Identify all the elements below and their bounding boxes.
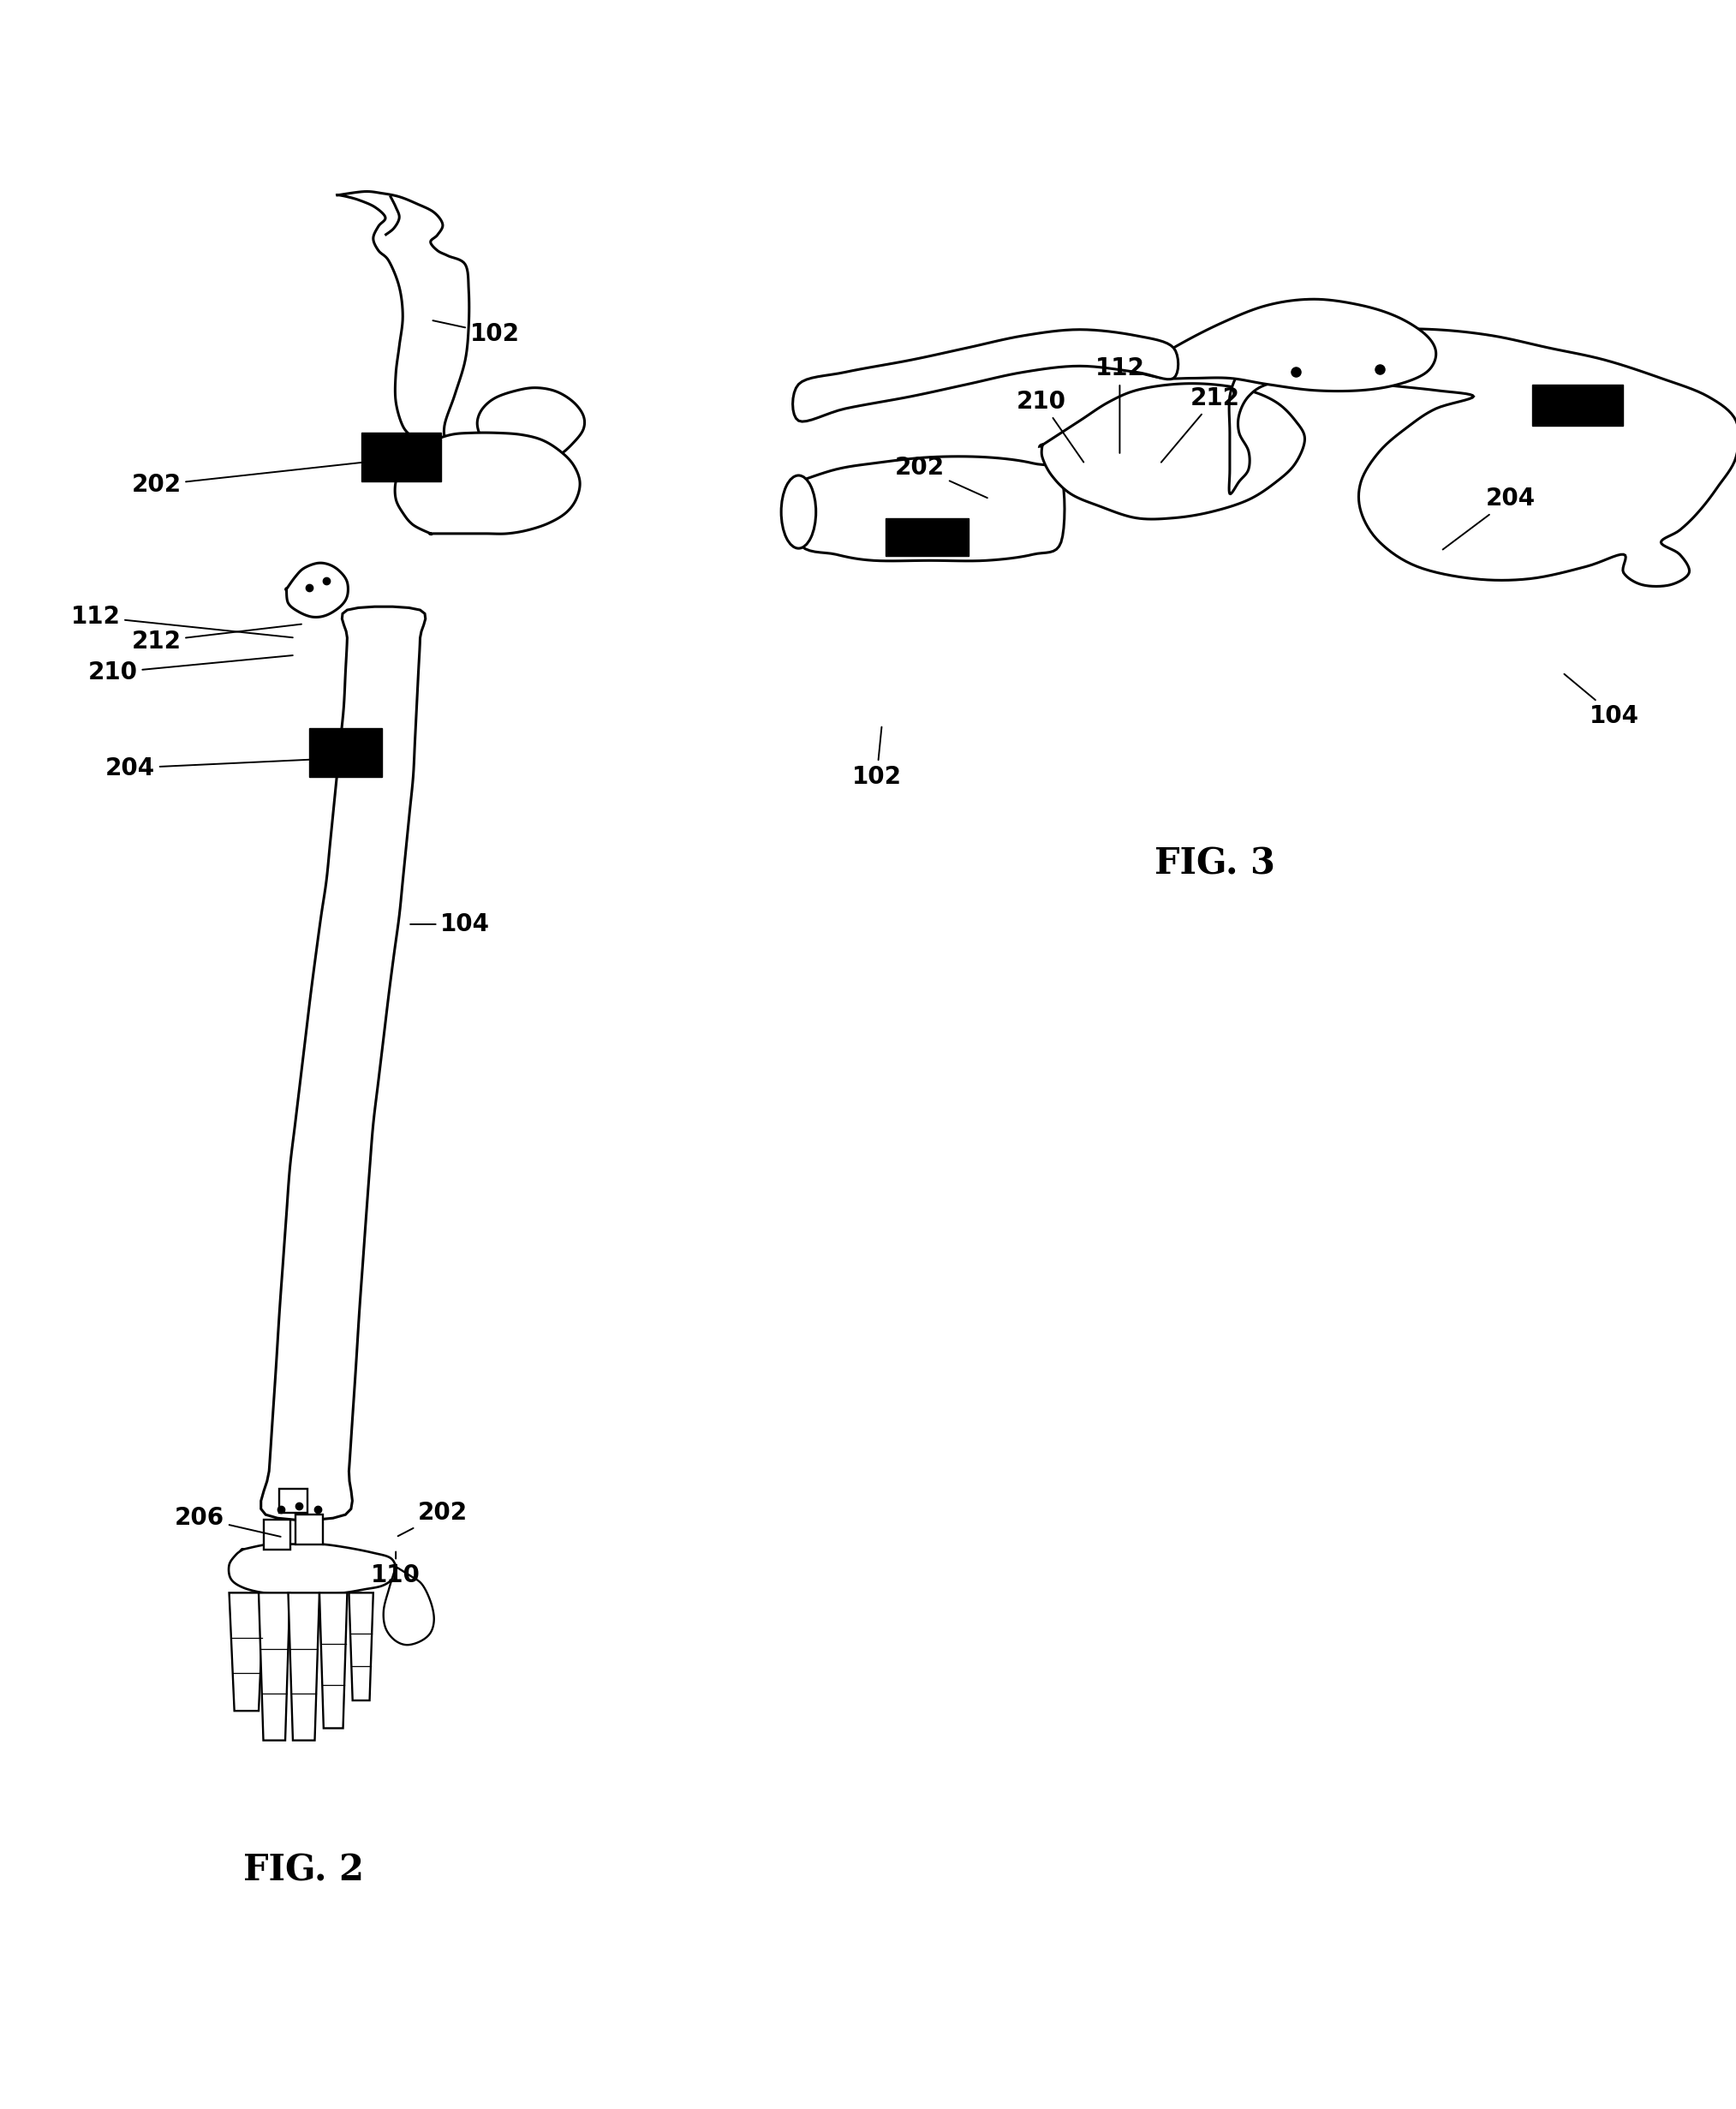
Text: 206: 206	[175, 1506, 281, 1537]
Text: FIG. 2: FIG. 2	[243, 1852, 365, 1888]
Polygon shape	[396, 432, 580, 534]
Text: 204: 204	[106, 755, 314, 780]
Bar	[1533, 384, 1623, 426]
Polygon shape	[229, 1544, 396, 1594]
Text: 202: 202	[398, 1502, 467, 1535]
Text: 104: 104	[410, 913, 490, 936]
Text: 212: 212	[1161, 386, 1240, 462]
Text: 210: 210	[1017, 390, 1083, 462]
Polygon shape	[279, 1489, 307, 1512]
Text: 202: 202	[896, 456, 988, 498]
Text: 204: 204	[1443, 487, 1535, 550]
Polygon shape	[264, 1521, 290, 1550]
Polygon shape	[1132, 299, 1436, 390]
Polygon shape	[260, 607, 425, 1521]
Polygon shape	[288, 1592, 319, 1740]
Ellipse shape	[781, 475, 816, 548]
Bar	[885, 519, 969, 557]
Text: 112: 112	[1095, 356, 1144, 453]
Text: 210: 210	[89, 656, 293, 685]
Text: 112: 112	[71, 605, 293, 637]
Polygon shape	[349, 1592, 373, 1700]
Polygon shape	[295, 1514, 323, 1544]
Text: 104: 104	[1564, 675, 1639, 728]
Polygon shape	[319, 1592, 347, 1727]
Polygon shape	[337, 192, 585, 468]
Polygon shape	[793, 329, 1179, 422]
Text: 110: 110	[372, 1552, 420, 1588]
Bar	[309, 728, 382, 776]
Polygon shape	[259, 1592, 290, 1740]
Polygon shape	[384, 1565, 434, 1645]
Text: 202: 202	[132, 462, 377, 498]
Polygon shape	[1040, 384, 1305, 519]
Bar	[361, 432, 441, 481]
Text: 102: 102	[432, 321, 519, 346]
Polygon shape	[286, 563, 347, 618]
Polygon shape	[795, 456, 1064, 561]
Polygon shape	[1229, 329, 1736, 586]
Text: 212: 212	[132, 624, 302, 654]
Text: FIG. 3: FIG. 3	[1154, 846, 1276, 882]
Text: 102: 102	[852, 728, 901, 789]
Polygon shape	[229, 1592, 264, 1710]
